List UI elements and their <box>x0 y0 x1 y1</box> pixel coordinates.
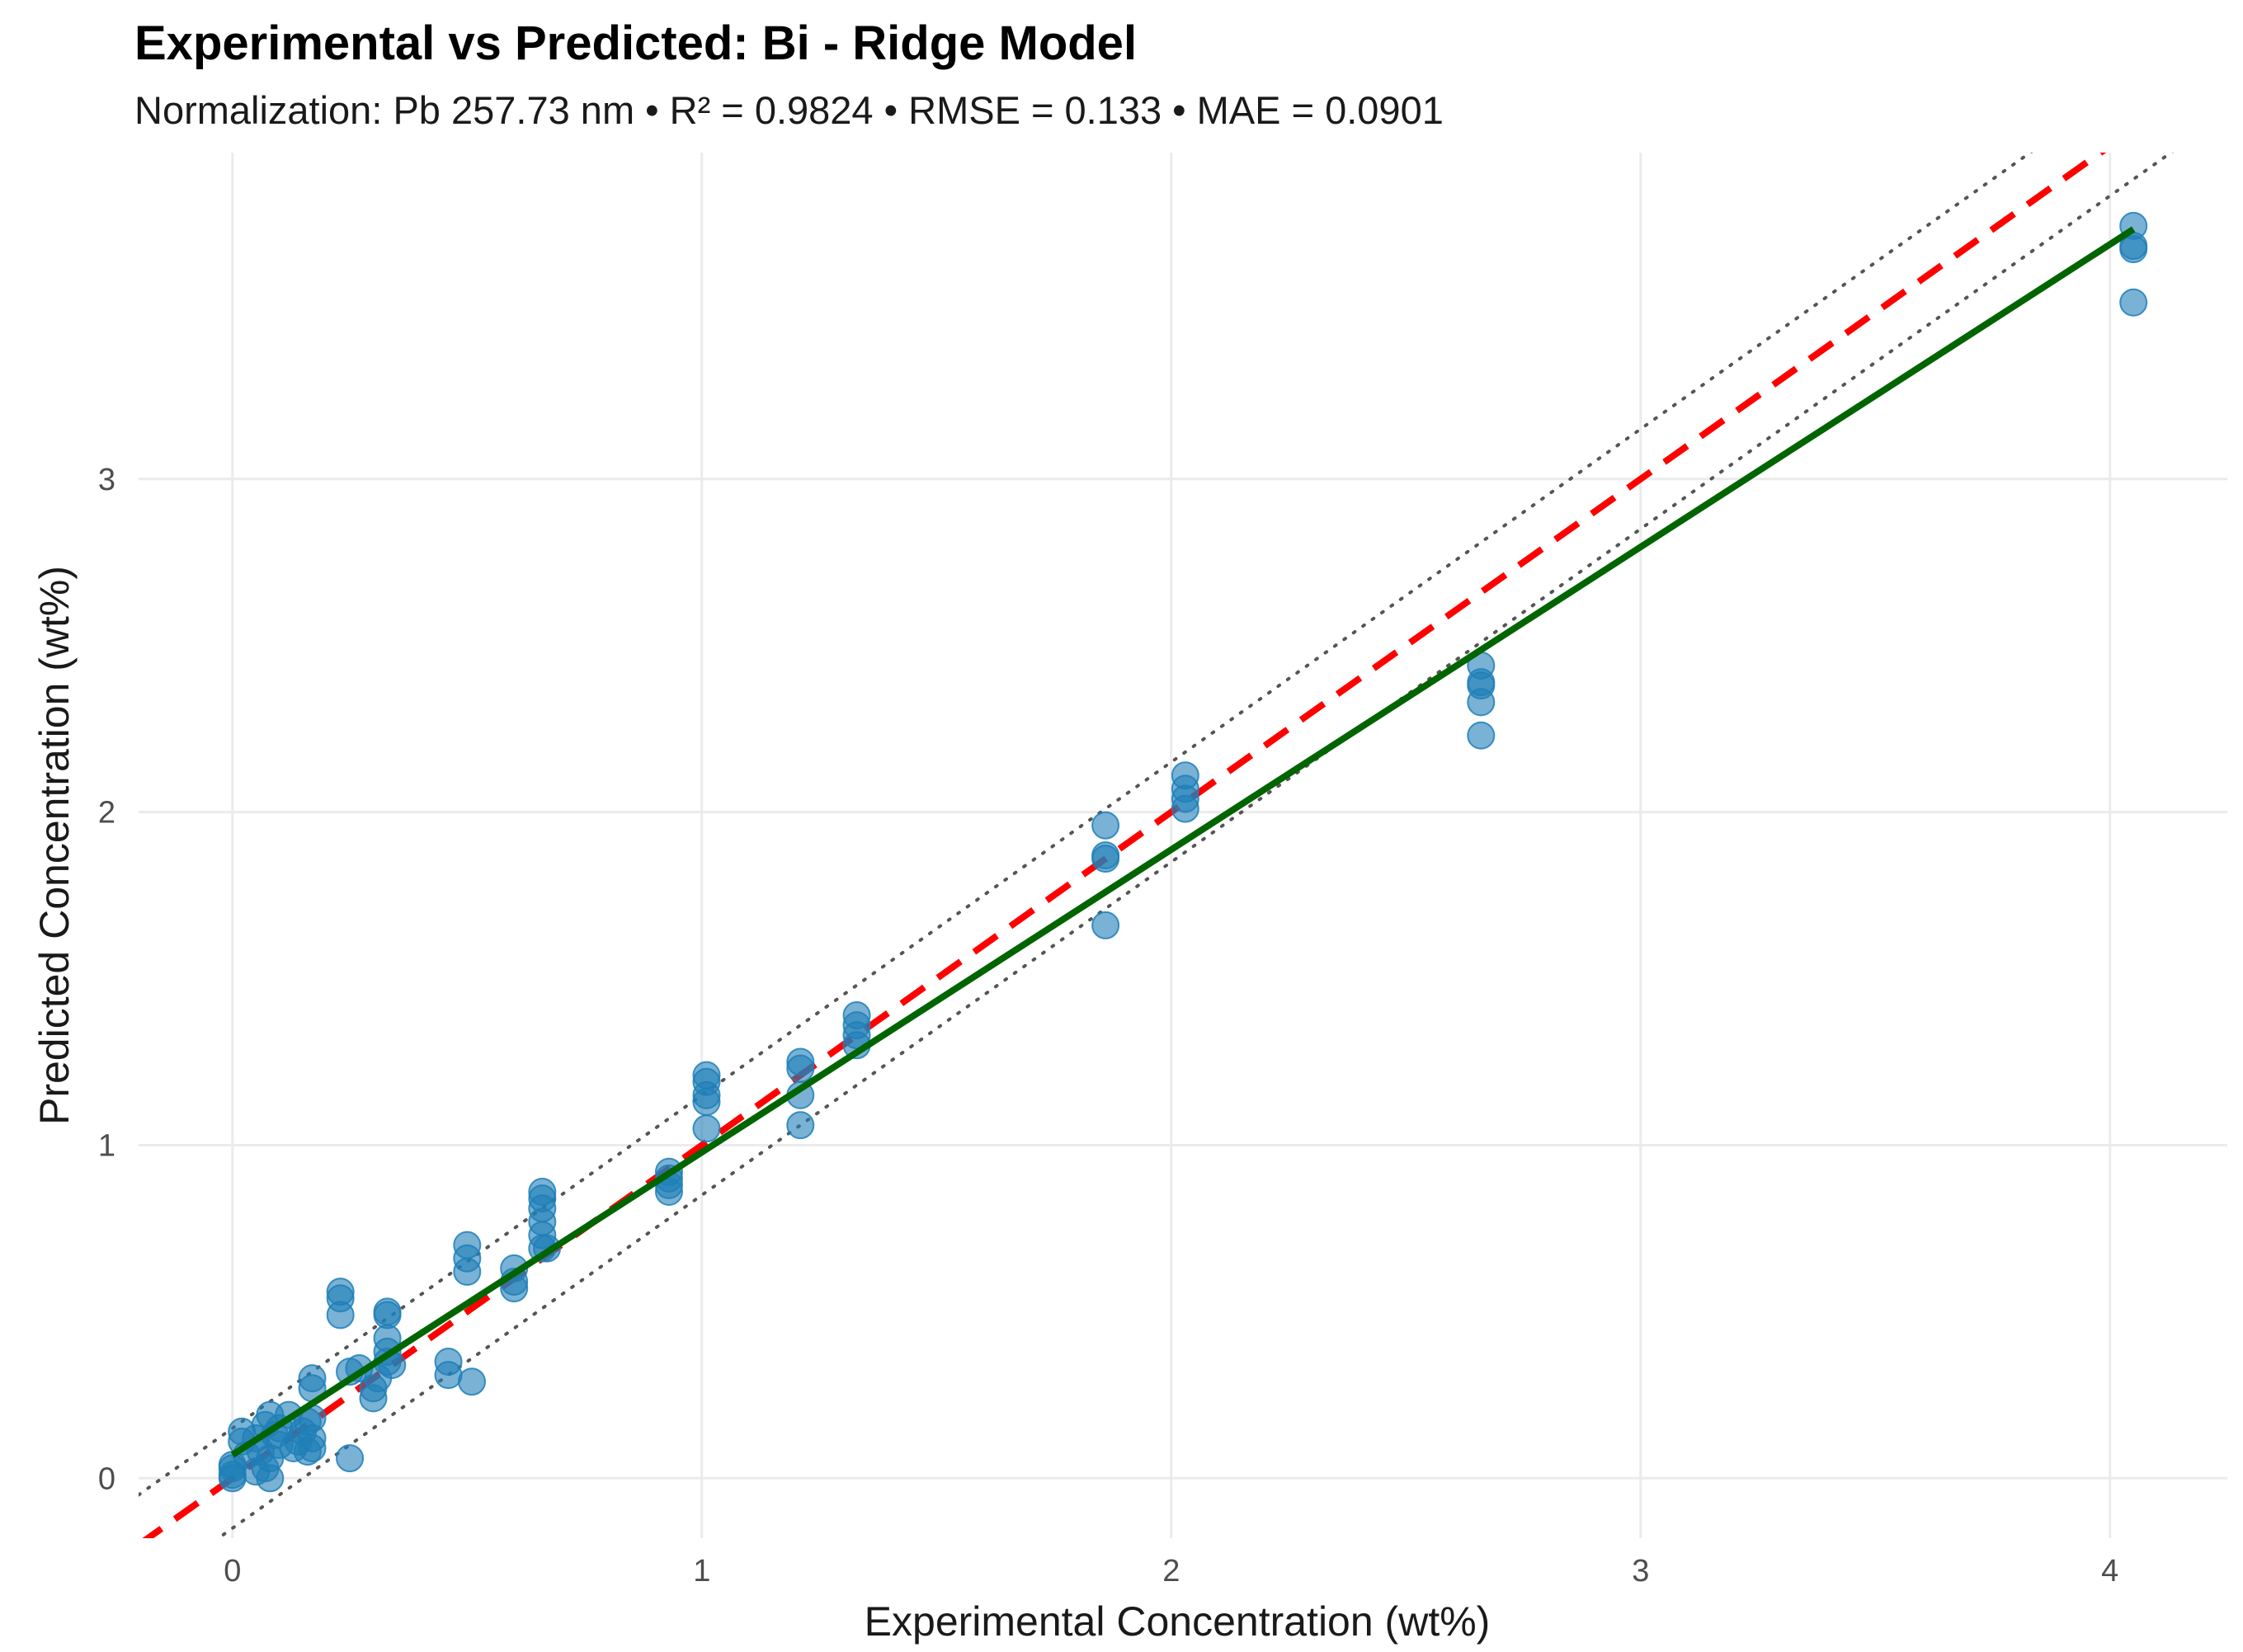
data-point <box>434 1347 463 1376</box>
data-point <box>692 1087 721 1116</box>
x-tick-label: 1 <box>693 1554 710 1588</box>
data-point <box>326 1278 355 1306</box>
data-point <box>1171 794 1199 823</box>
y-tick-label: 3 <box>98 463 115 497</box>
x-tick-label: 3 <box>1632 1554 1649 1588</box>
upper-tolerance-line <box>139 153 2033 1497</box>
data-point <box>1091 811 1120 840</box>
identity-line <box>142 153 2107 1538</box>
data-point <box>2119 288 2148 317</box>
y-axis-ticks: 0 1 2 3 <box>98 463 115 1497</box>
data-point <box>373 1301 402 1330</box>
data-point <box>1091 911 1120 939</box>
y-axis-title: Predicted Concentration (wt%) <box>31 566 78 1125</box>
x-tick-label: 0 <box>224 1554 241 1588</box>
reference-lines <box>139 153 2175 1538</box>
data-point <box>298 1364 327 1393</box>
data-point <box>2119 235 2148 264</box>
x-tick-label: 4 <box>2101 1554 2118 1588</box>
data-point <box>336 1444 365 1473</box>
x-axis-title: Experimental Concentration (wt%) <box>865 1598 1491 1645</box>
chart-title: Experimental vs Predicted: Bi - Ridge Mo… <box>134 16 1137 70</box>
data-point <box>786 1111 815 1140</box>
y-tick-label: 0 <box>98 1461 115 1496</box>
grid <box>139 153 2227 1538</box>
data-point <box>654 1178 683 1206</box>
data-point <box>786 1054 815 1083</box>
data-point <box>1467 721 1496 750</box>
data-point <box>453 1257 482 1286</box>
data-point <box>1467 688 1496 717</box>
fit-line <box>230 226 2136 1458</box>
y-tick-label: 2 <box>98 796 115 831</box>
data-point <box>692 1114 721 1143</box>
chart-subtitle: Normalization: Pb 257.73 nm • R² = 0.982… <box>134 88 1444 132</box>
y-tick-label: 1 <box>98 1128 115 1163</box>
x-tick-label: 2 <box>1162 1554 1180 1588</box>
lower-tolerance-line <box>215 153 2175 1538</box>
data-point <box>457 1367 486 1396</box>
fit-line-layer <box>230 226 2136 1458</box>
data-points <box>218 211 2148 1493</box>
x-axis-ticks: 0 1 2 3 4 <box>224 1554 2118 1588</box>
data-point <box>1091 845 1120 873</box>
